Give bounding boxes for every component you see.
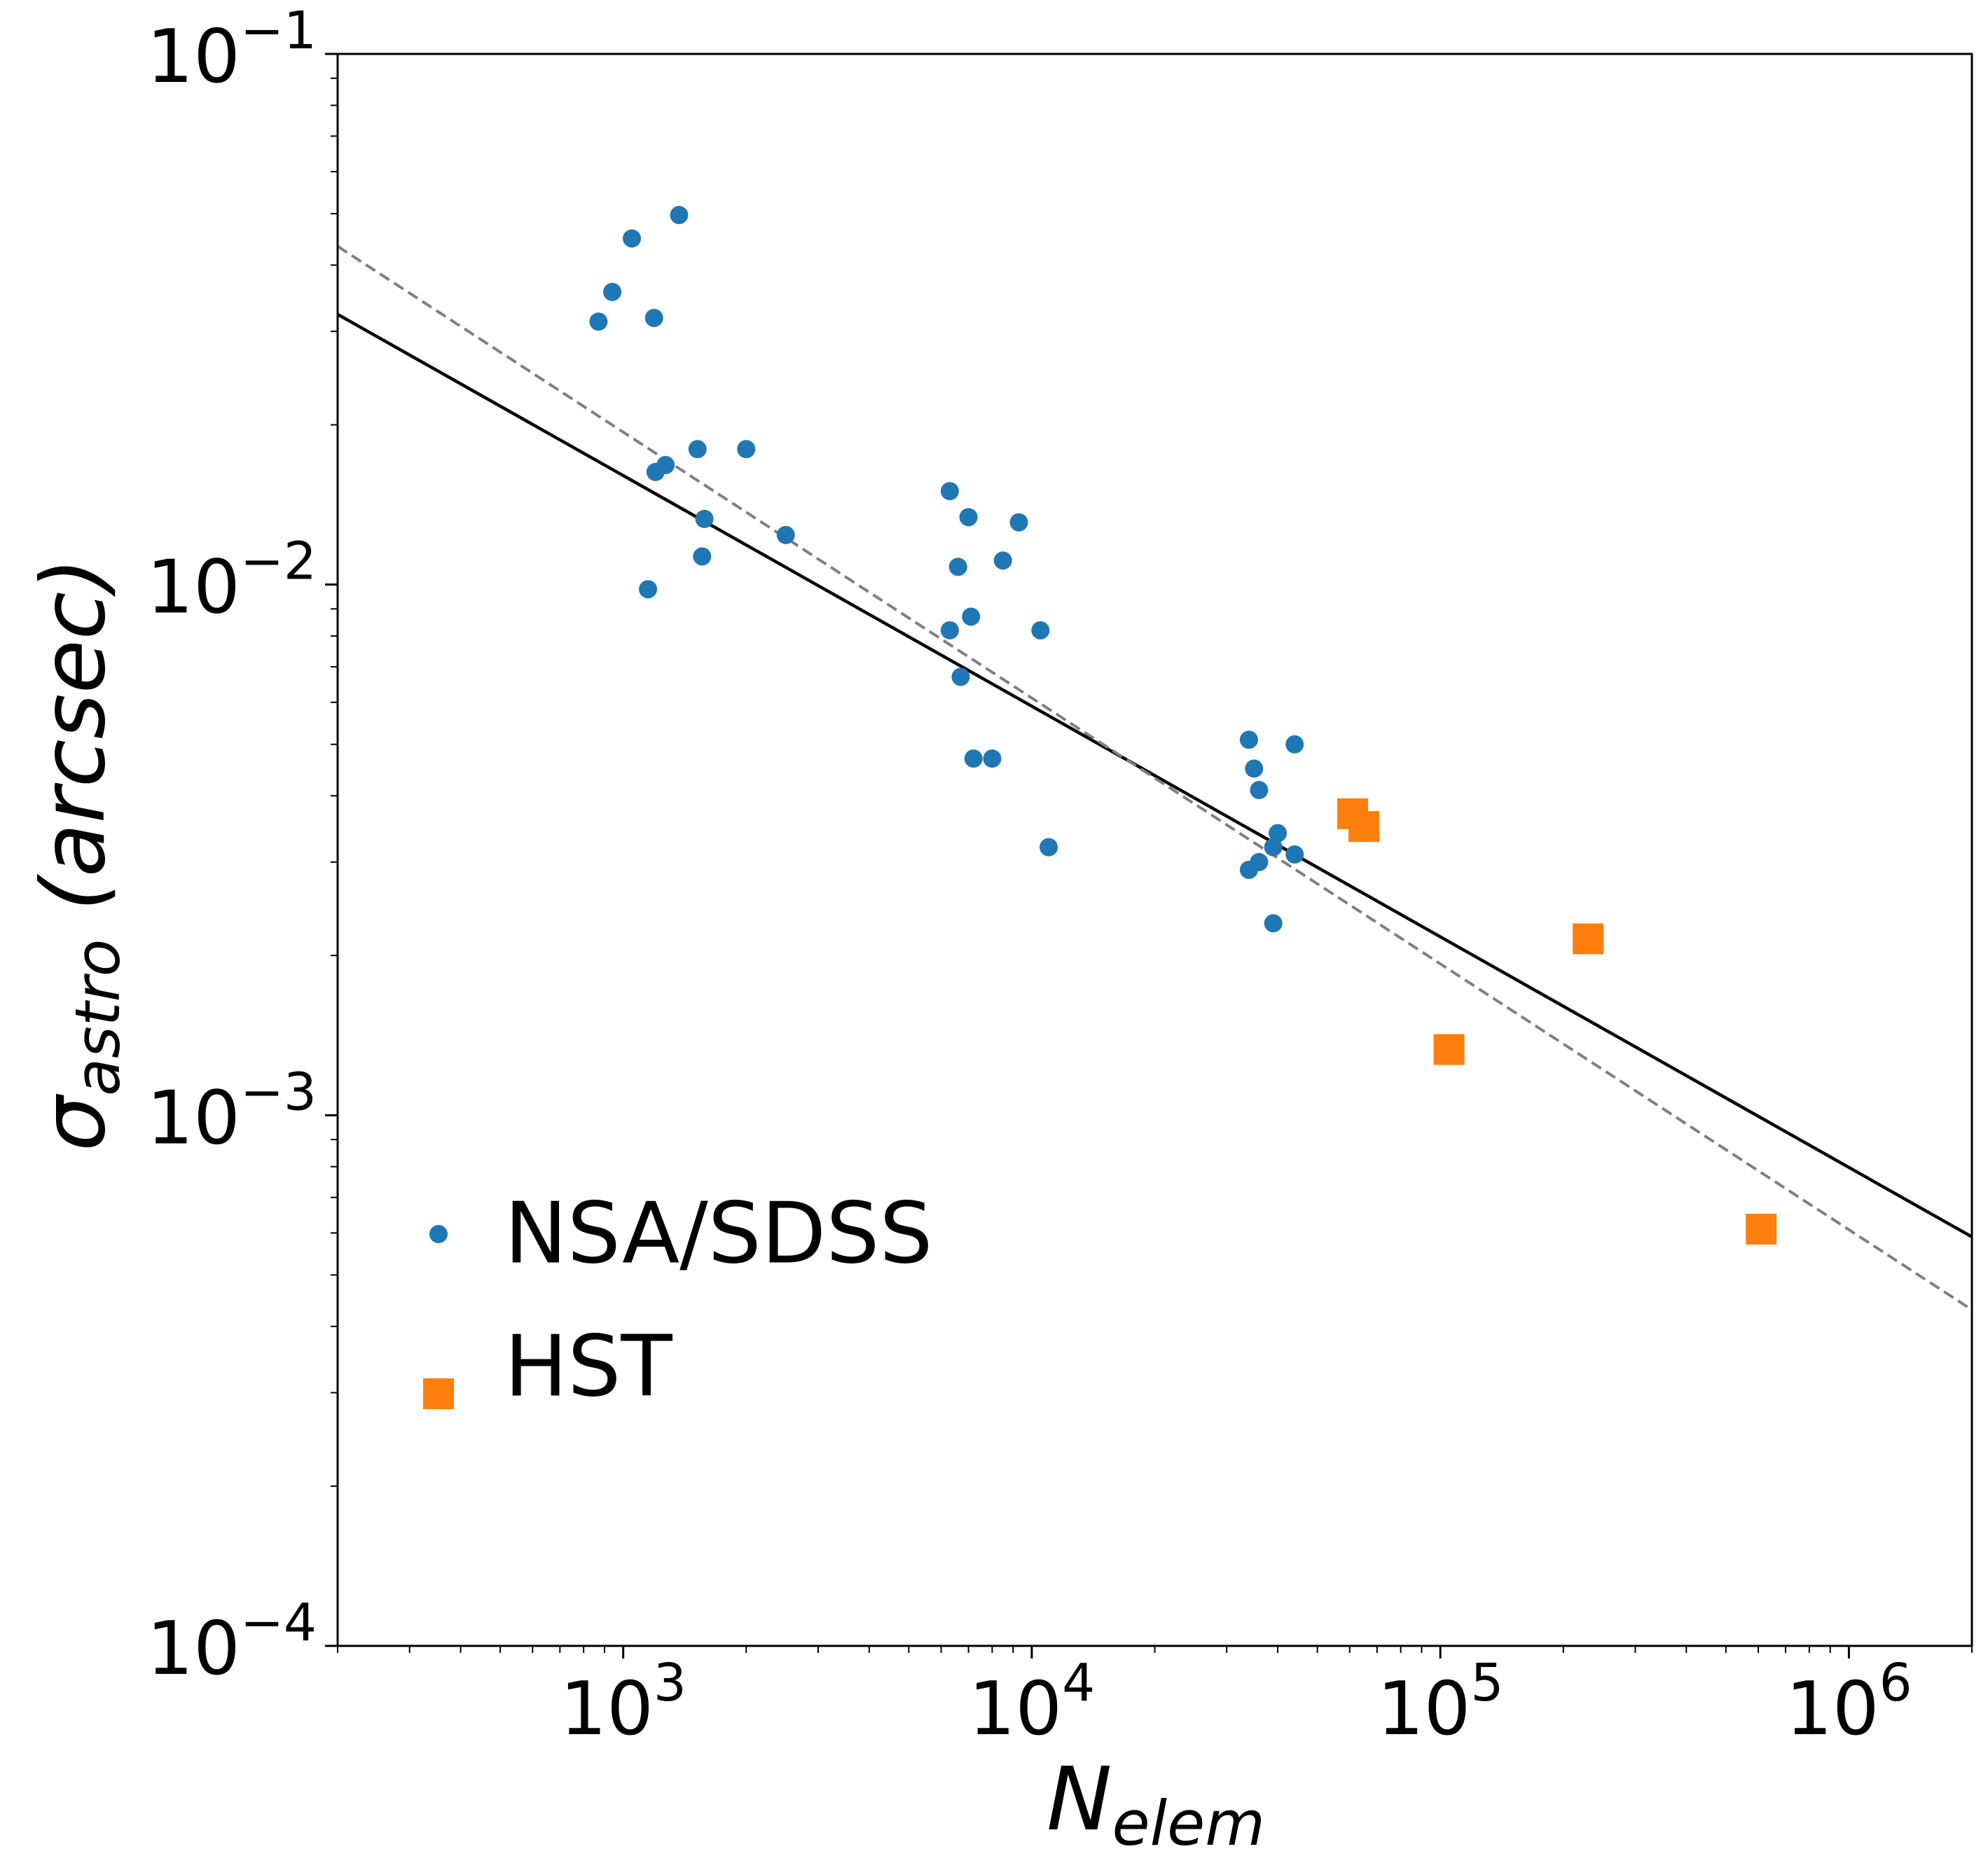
y-tick-labels: 10−110−210−310−4 bbox=[146, 1, 317, 1691]
point-nsa-sdss bbox=[1264, 914, 1283, 933]
x-tick-label-base: 10 bbox=[969, 1666, 1063, 1752]
point-nsa-sdss bbox=[603, 282, 622, 301]
point-nsa-sdss bbox=[1245, 759, 1264, 778]
point-nsa-sdss bbox=[1009, 513, 1028, 532]
x-axis-label: Nelem bbox=[1047, 1749, 1265, 1859]
y-tick-label-exponent: −2 bbox=[240, 532, 317, 592]
point-nsa-sdss bbox=[1031, 621, 1050, 639]
point-nsa-sdss bbox=[951, 667, 970, 686]
point-nsa-sdss bbox=[670, 206, 689, 225]
point-nsa-sdss bbox=[1285, 735, 1304, 754]
point-nsa-sdss bbox=[962, 607, 981, 626]
y-tick-label: 10−2 bbox=[146, 532, 317, 630]
point-nsa-sdss bbox=[964, 749, 983, 768]
point-hst bbox=[1348, 811, 1380, 843]
y-tick-label: 10−4 bbox=[146, 1593, 317, 1691]
point-nsa-sdss bbox=[644, 308, 663, 327]
y-tick-label-base: 10 bbox=[146, 1606, 240, 1691]
point-nsa-sdss bbox=[959, 508, 978, 527]
point-nsa-sdss bbox=[656, 455, 675, 474]
point-nsa-sdss bbox=[1250, 781, 1269, 800]
point-nsa-sdss bbox=[993, 551, 1012, 570]
point-nsa-sdss bbox=[688, 440, 707, 459]
point-nsa-sdss bbox=[940, 482, 959, 501]
x-axis-label-main: N bbox=[1047, 1749, 1112, 1850]
y-tick-label-exponent: −4 bbox=[240, 1593, 317, 1653]
point-hst bbox=[1433, 1034, 1465, 1065]
y-tick-label-exponent: −1 bbox=[240, 1, 317, 61]
y-tick-label: 10−3 bbox=[146, 1062, 317, 1161]
legend: NSA/SDSS HST bbox=[423, 1186, 933, 1416]
point-nsa-sdss bbox=[1269, 824, 1288, 843]
plot-frame bbox=[336, 53, 1973, 1647]
x-tick-labels: 103 104 105 106 bbox=[560, 1653, 1912, 1752]
reference-line bbox=[336, 244, 1973, 1311]
point-nsa-sdss bbox=[589, 312, 608, 331]
point-nsa-sdss bbox=[1239, 860, 1258, 879]
x-tick-label: 104 bbox=[969, 1653, 1096, 1752]
x-tick-label: 106 bbox=[1786, 1653, 1912, 1752]
point-nsa-sdss bbox=[693, 547, 712, 566]
legend-label-hst: HST bbox=[504, 1319, 672, 1416]
x-tick-label-base: 10 bbox=[1377, 1666, 1471, 1752]
x-axis-label-sub: elem bbox=[1112, 1787, 1265, 1859]
y-axis-label-unit: (arcsec) bbox=[23, 557, 125, 939]
y-axis-label: σastro (arcsec) bbox=[23, 557, 134, 1151]
point-nsa-sdss bbox=[776, 525, 795, 544]
y-tick-label-exponent: −3 bbox=[240, 1062, 317, 1122]
point-nsa-sdss bbox=[940, 621, 959, 639]
x-tick-label-exponent: 3 bbox=[654, 1653, 686, 1713]
point-hst bbox=[1573, 923, 1604, 955]
point-nsa-sdss bbox=[639, 580, 658, 599]
point-nsa-sdss bbox=[948, 557, 967, 576]
point-nsa-sdss bbox=[1239, 730, 1258, 749]
x-tick-label: 105 bbox=[1377, 1653, 1504, 1752]
point-nsa-sdss bbox=[623, 229, 642, 248]
minor-ticks bbox=[331, 77, 1973, 1653]
y-tick-label-base: 10 bbox=[146, 545, 240, 630]
legend-marker-nsa-sdss bbox=[429, 1225, 448, 1243]
point-nsa-sdss bbox=[983, 749, 1002, 768]
y-axis-label-main: σ bbox=[23, 1093, 125, 1151]
fit-lines bbox=[336, 244, 1973, 1311]
x-tick-label-exponent: 4 bbox=[1062, 1653, 1095, 1713]
point-nsa-sdss bbox=[1285, 845, 1304, 864]
y-axis-label-sub: astro bbox=[62, 939, 134, 1096]
point-nsa-sdss bbox=[695, 509, 714, 528]
point-nsa-sdss bbox=[1040, 838, 1058, 857]
point-nsa-sdss bbox=[1264, 838, 1283, 857]
x-tick-label-base: 10 bbox=[1786, 1666, 1879, 1752]
y-tick-label-base: 10 bbox=[146, 14, 240, 99]
y-tick-label-base: 10 bbox=[146, 1075, 240, 1161]
x-tick-label-exponent: 6 bbox=[1879, 1653, 1912, 1713]
x-tick-label: 103 bbox=[560, 1653, 686, 1752]
x-tick-label-base: 10 bbox=[560, 1666, 654, 1752]
point-hst bbox=[1746, 1213, 1777, 1245]
legend-marker-hst bbox=[423, 1378, 454, 1409]
y-tick-label: 10−1 bbox=[146, 1, 317, 99]
fit-line bbox=[336, 312, 1973, 1238]
point-nsa-sdss bbox=[737, 440, 756, 459]
legend-label-nsa-sdss: NSA/SDSS bbox=[504, 1186, 933, 1283]
major-ticks bbox=[325, 53, 1850, 1658]
x-tick-label-exponent: 5 bbox=[1470, 1653, 1503, 1713]
data-markers bbox=[589, 206, 1777, 1245]
